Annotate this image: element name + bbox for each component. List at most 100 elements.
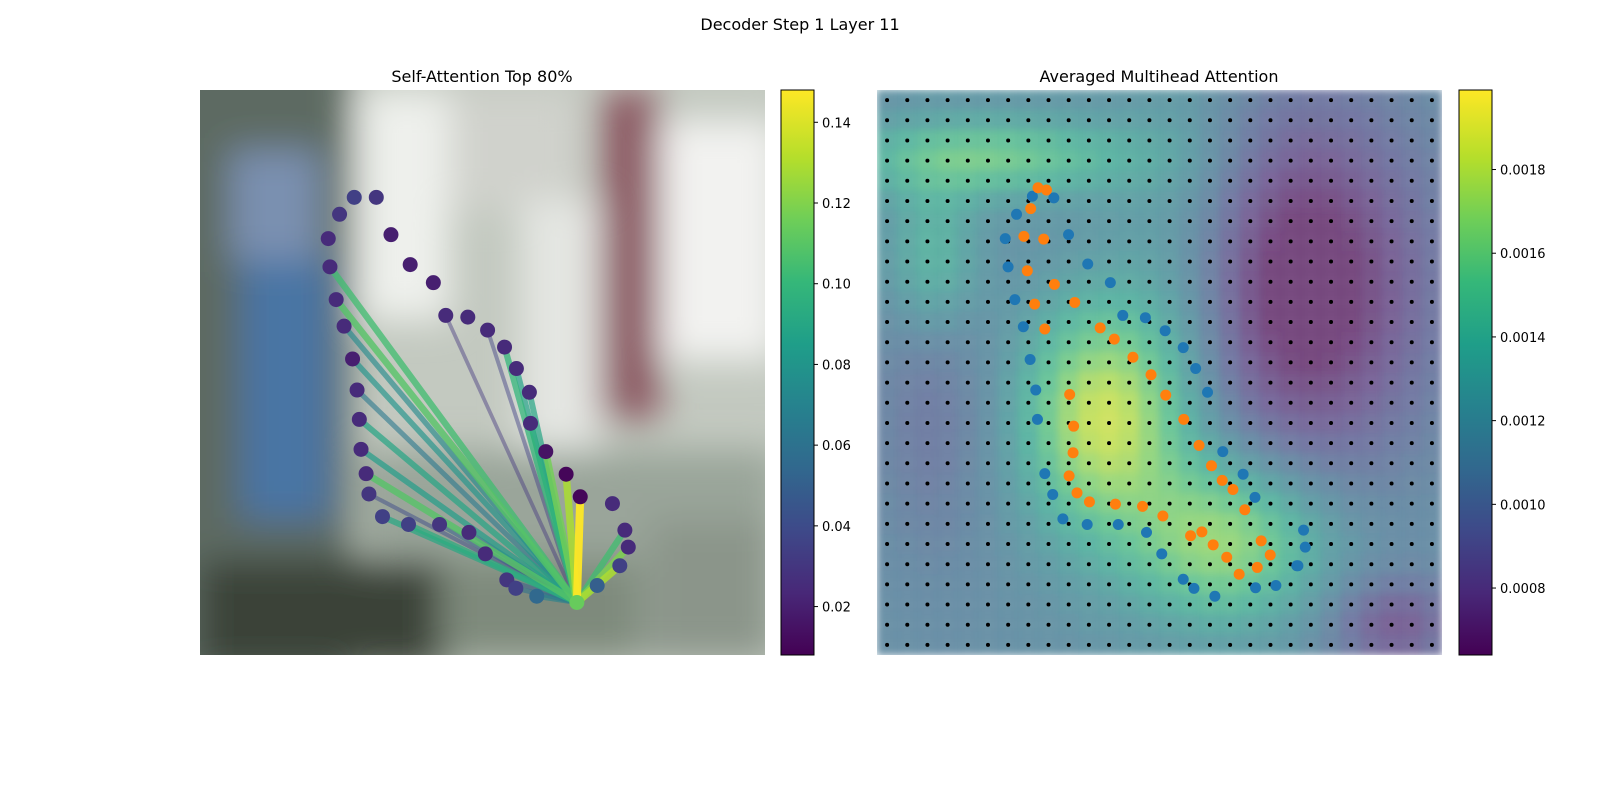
- grid-dot: [925, 380, 930, 385]
- grid-dot: [1329, 562, 1334, 567]
- grid-dot: [1046, 501, 1051, 506]
- grid-dot: [1288, 542, 1293, 547]
- grid-dot: [1147, 420, 1152, 425]
- grid-dot: [1389, 521, 1394, 526]
- grid-dot: [1288, 98, 1293, 103]
- grid-dot: [885, 158, 890, 163]
- grid-dot: [905, 602, 910, 607]
- grid-dot: [1187, 400, 1192, 405]
- grid-dot: [1066, 582, 1071, 587]
- grid-dot: [1046, 481, 1051, 486]
- orange-keypoint: [1137, 500, 1149, 512]
- grid-dot: [1006, 420, 1011, 425]
- blue-keypoint: [1024, 354, 1036, 366]
- grid-dot: [1429, 118, 1434, 123]
- grid-dot: [1389, 642, 1394, 647]
- grid-dot: [1006, 279, 1011, 284]
- grid-dot: [1187, 481, 1192, 486]
- grid-dot: [1026, 219, 1031, 224]
- grid-dot: [1369, 299, 1374, 304]
- grid-dot: [1046, 178, 1051, 183]
- grid-dot: [1369, 481, 1374, 486]
- grid-dot: [1349, 521, 1354, 526]
- grid-dot: [1187, 219, 1192, 224]
- grid-dot: [1187, 239, 1192, 244]
- grid-dot: [1308, 340, 1313, 345]
- grid-dot: [1107, 642, 1112, 647]
- grid-dot: [1167, 501, 1172, 506]
- orange-keypoint: [1039, 323, 1051, 335]
- grid-dot: [1066, 542, 1071, 547]
- grid-dot: [1006, 158, 1011, 163]
- grid-dot: [1389, 138, 1394, 143]
- grid-dot: [1228, 642, 1233, 647]
- grid-dot: [1369, 501, 1374, 506]
- colorbar-tick-label: 0.04: [822, 520, 851, 535]
- grid-dot: [1329, 622, 1334, 627]
- grid-dot: [1288, 178, 1293, 183]
- grid-dot: [1187, 98, 1192, 103]
- grid-dot: [985, 602, 990, 607]
- grid-dot: [1389, 299, 1394, 304]
- grid-dot: [925, 158, 930, 163]
- grid-dot: [1207, 602, 1212, 607]
- grid-dot: [1329, 178, 1334, 183]
- grid-dot: [1107, 138, 1112, 143]
- grid-dot: [1207, 320, 1212, 325]
- grid-dot: [1429, 481, 1434, 486]
- grid-dot: [1329, 118, 1334, 123]
- colorbar-tick-label: 0.12: [822, 197, 851, 212]
- grid-dot: [985, 138, 990, 143]
- grid-dot: [1006, 98, 1011, 103]
- grid-dot: [1228, 542, 1233, 547]
- grid-dot: [1006, 461, 1011, 466]
- grid-dot: [1268, 118, 1273, 123]
- grid-dot: [1127, 158, 1132, 163]
- grid-dot: [1107, 582, 1112, 587]
- keypoint-marker: [612, 558, 628, 574]
- grid-dot: [985, 320, 990, 325]
- grid-dot: [945, 279, 950, 284]
- grid-dot: [1409, 582, 1414, 587]
- left-colorbar-ticks: 0.02 0.04 0.06 0.08 0.10 0.12 0.14: [814, 116, 851, 616]
- blue-keypoint: [1009, 294, 1021, 306]
- grid-dot: [1167, 622, 1172, 627]
- grid-dot: [1228, 279, 1233, 284]
- grid-dot: [1389, 340, 1394, 345]
- grid-dot: [905, 360, 910, 365]
- grid-dot: [1248, 259, 1253, 264]
- grid-dot: [1167, 380, 1172, 385]
- orange-keypoint: [1193, 439, 1205, 451]
- grid-dot: [1167, 602, 1172, 607]
- grid-dot: [965, 158, 970, 163]
- grid-dot: [1187, 461, 1192, 466]
- grid-dot: [1389, 158, 1394, 163]
- grid-dot: [1147, 360, 1152, 365]
- grid-dot: [1046, 340, 1051, 345]
- grid-dot: [965, 481, 970, 486]
- grid-dot: [1409, 420, 1414, 425]
- grid-dot: [905, 380, 910, 385]
- grid-dot: [945, 481, 950, 486]
- orange-keypoint: [1221, 551, 1233, 563]
- grid-dot: [945, 259, 950, 264]
- grid-dot: [885, 118, 890, 123]
- grid-dot: [1329, 481, 1334, 486]
- keypoint-marker: [529, 588, 545, 604]
- grid-dot: [925, 441, 930, 446]
- grid-dot: [885, 521, 890, 526]
- grid-dot: [1127, 501, 1132, 506]
- grid-dot: [905, 259, 910, 264]
- grid-dot: [1066, 98, 1071, 103]
- grid-dot: [1026, 602, 1031, 607]
- grid-dot: [1369, 178, 1374, 183]
- grid-dot: [1268, 360, 1273, 365]
- grid-dot: [1288, 582, 1293, 587]
- grid-dot: [1006, 360, 1011, 365]
- grid-dot: [1369, 239, 1374, 244]
- grid-dot: [1329, 642, 1334, 647]
- grid-dot: [1349, 420, 1354, 425]
- grid-dot: [985, 239, 990, 244]
- grid-dot: [1349, 219, 1354, 224]
- orange-keypoint: [1239, 504, 1251, 516]
